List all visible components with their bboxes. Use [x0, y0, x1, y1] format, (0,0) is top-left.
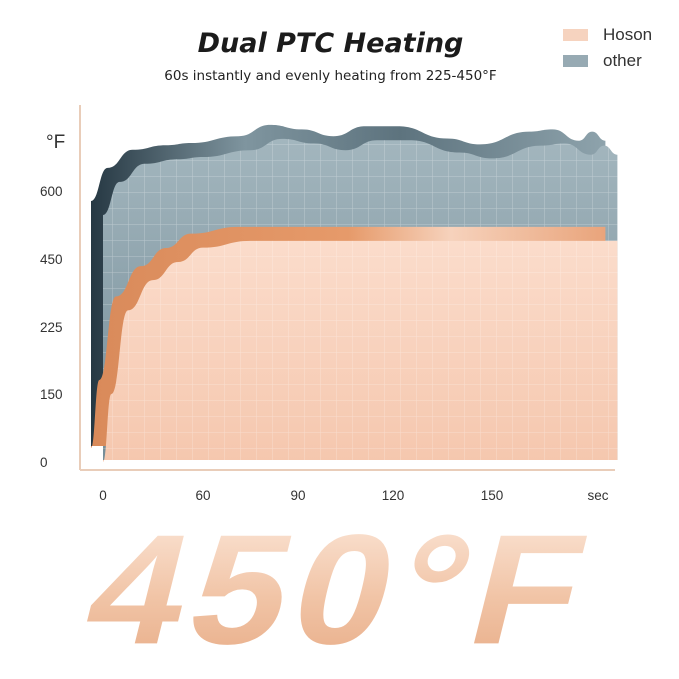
legend: Hoson other	[563, 22, 652, 74]
legend-item-other: other	[563, 48, 652, 74]
y-tick-label: 0	[40, 455, 48, 470]
chart-subtitle: 60s instantly and evenly heating from 22…	[164, 68, 497, 84]
y-tick-label: 450	[40, 252, 63, 267]
y-tick-label: 600	[40, 184, 63, 199]
x-axis-unit: sec	[587, 488, 608, 503]
legend-item-hoson: Hoson	[563, 22, 652, 48]
legend-label: Hoson	[603, 25, 653, 44]
x-tick-label: 0	[99, 488, 107, 503]
chart-title: Dual PTC Heating	[197, 28, 464, 59]
x-tick-label: 120	[382, 488, 405, 503]
x-tick-label: 60	[195, 488, 210, 503]
headline-temperature: 450°F	[41, 503, 640, 678]
x-tick-label: 90	[290, 488, 305, 503]
y-axis-unit: °F	[46, 132, 65, 153]
legend-swatch-other	[563, 55, 588, 67]
legend-label: other	[603, 51, 642, 70]
legend-swatch-hoson	[563, 29, 588, 41]
series-hoson-grid	[103, 240, 618, 462]
y-tick-label: 150	[40, 387, 63, 402]
x-tick-label: 150	[481, 488, 504, 503]
y-tick-label: 225	[40, 320, 63, 335]
